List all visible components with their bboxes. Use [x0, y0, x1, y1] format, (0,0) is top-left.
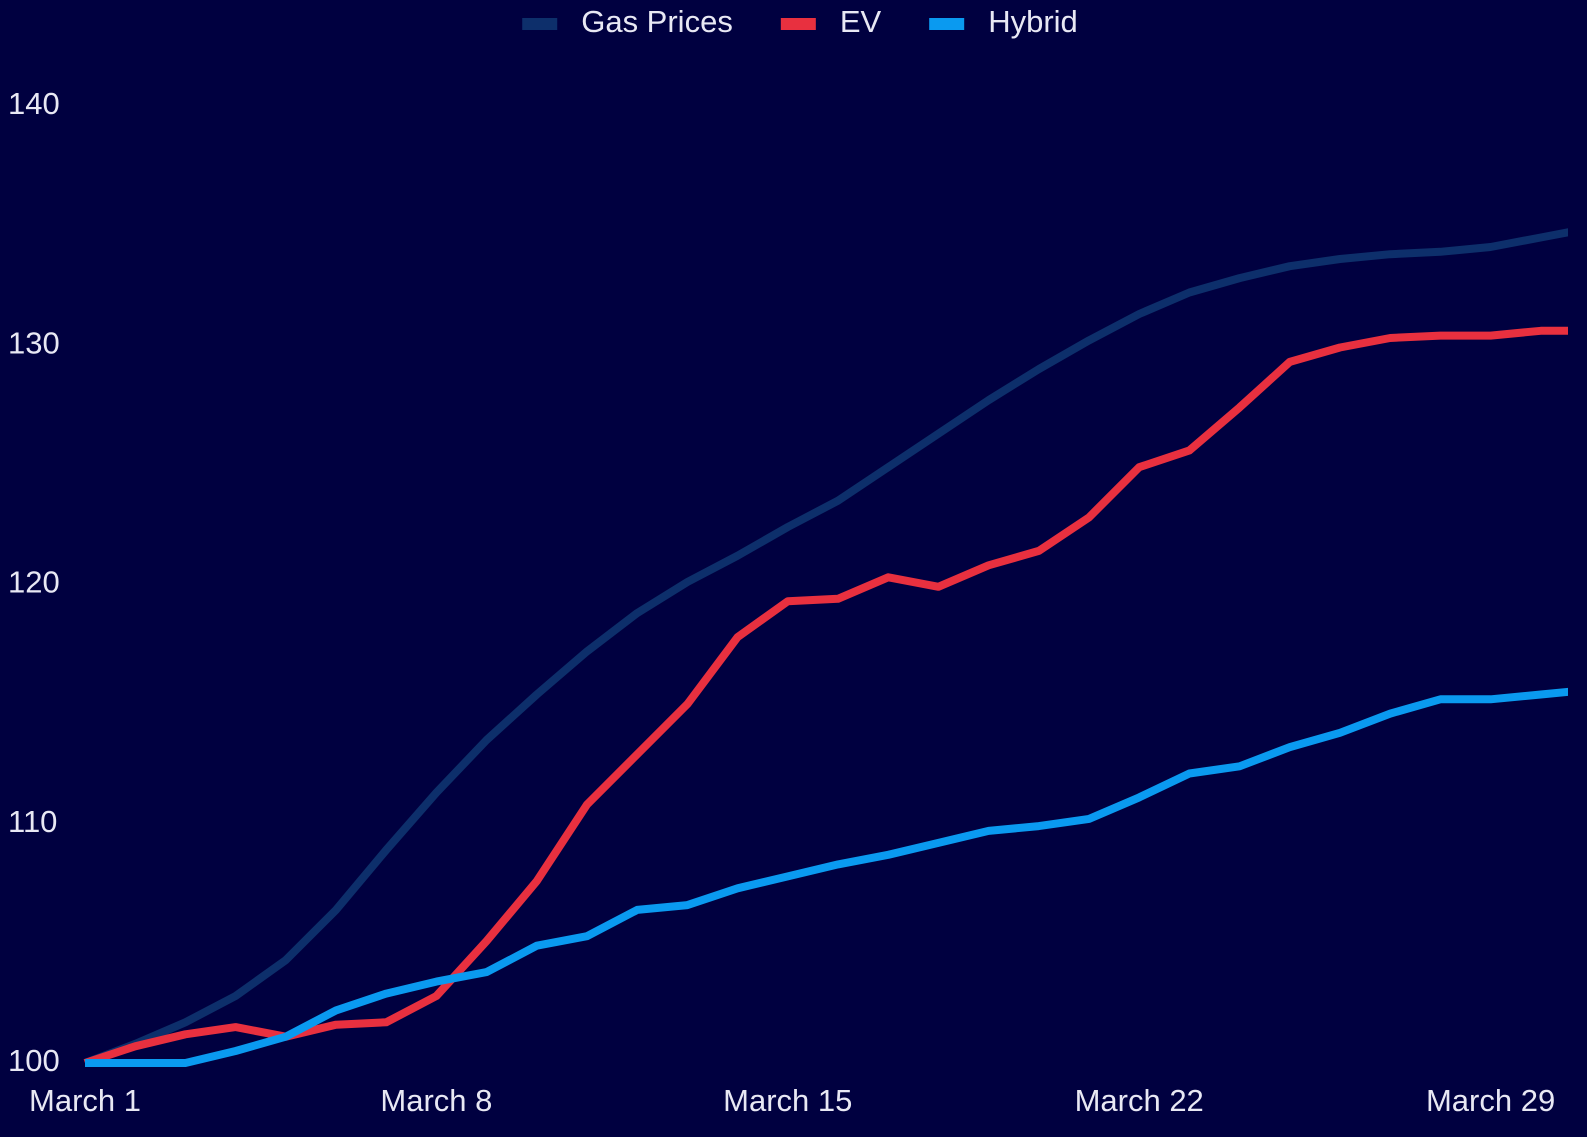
legend-swatch	[929, 18, 965, 30]
y-tick-label: 120	[8, 565, 60, 600]
legend: Gas Prices EV Hybrid	[522, 4, 1078, 39]
x-tick-label: March 15	[723, 1083, 852, 1118]
x-tick-label: March 29	[1426, 1083, 1555, 1118]
y-tick-label: 140	[8, 86, 60, 121]
y-tick-label: 100	[8, 1043, 60, 1078]
legend-swatch	[780, 18, 816, 30]
series-line	[83, 326, 1568, 1067]
x-tick-label: March 8	[380, 1083, 492, 1118]
plot-area	[83, 228, 1568, 1067]
y-tick-label: 110	[8, 804, 57, 839]
legend-label: Gas Prices	[581, 4, 733, 39]
legend-label: EV	[840, 4, 882, 39]
legend-swatch	[522, 18, 558, 30]
x-tick-label: March 1	[29, 1083, 141, 1118]
series-line	[83, 228, 1568, 1067]
series-line	[85, 687, 1568, 1067]
x-tick-label: March 22	[1075, 1083, 1204, 1118]
y-tick-label: 130	[8, 325, 60, 360]
legend-label: Hybrid	[988, 4, 1078, 39]
